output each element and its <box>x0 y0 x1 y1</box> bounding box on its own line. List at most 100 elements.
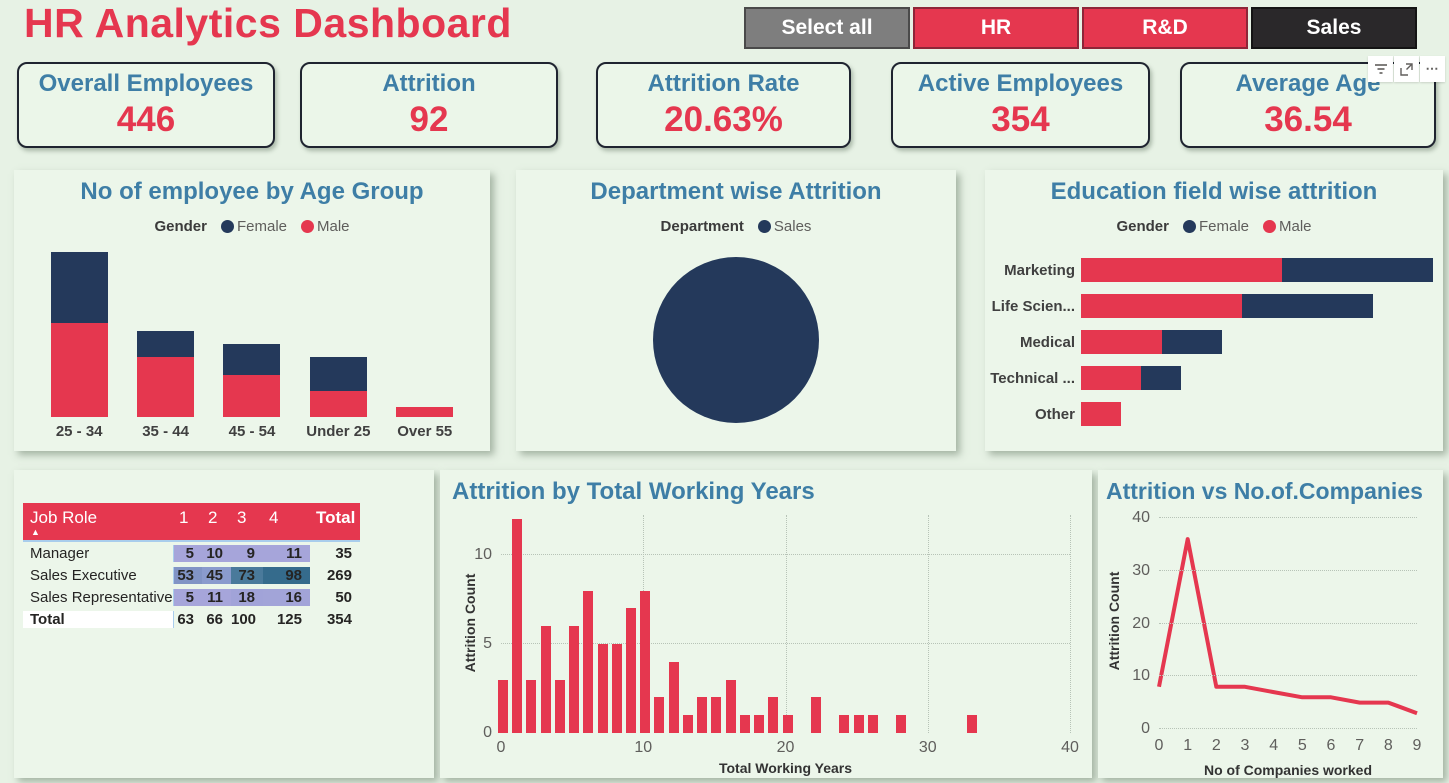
attrition-bar-x17[interactable] <box>739 715 750 733</box>
attrition-bar-x10[interactable] <box>640 590 651 733</box>
chart-title-working-years: Attrition by Total Working Years <box>452 478 815 505</box>
y-tick-label: 20 <box>1132 614 1150 632</box>
attrition-bar-x13[interactable] <box>682 715 693 733</box>
bar-segment-female[interactable] <box>137 331 195 357</box>
bar-segment-female[interactable] <box>1161 330 1222 354</box>
attrition-bar-x4[interactable] <box>554 679 565 733</box>
attrition-bar-x3[interactable] <box>540 626 551 733</box>
bar-segment-female[interactable] <box>223 343 281 375</box>
attrition-line[interactable] <box>1157 518 1418 729</box>
more-options-icon[interactable]: ⋯ <box>1420 56 1445 82</box>
bar-segment-male[interactable] <box>50 322 108 417</box>
legend-item-label: Sales <box>773 218 812 235</box>
bar-segment-female[interactable] <box>1282 258 1433 282</box>
attrition-bar-x0[interactable] <box>498 679 508 733</box>
kpi-card-attrition-rate: Attrition Rate 20.63% <box>596 62 851 148</box>
slicer-button-hr[interactable]: HR <box>913 7 1079 49</box>
attrition-bar-x5[interactable] <box>569 626 580 733</box>
slicer-button-sales[interactable]: Sales <box>1251 7 1417 49</box>
bar-segment-male[interactable] <box>223 374 281 417</box>
slicer-button-select-all[interactable]: Select all <box>744 7 910 49</box>
legend-dot <box>220 220 234 233</box>
y-axis-label: Attrition Count <box>462 573 478 673</box>
stacked-bar <box>1081 366 1182 390</box>
line-series[interactable] <box>1157 537 1418 716</box>
category-label: Under 25 <box>306 423 371 440</box>
bar-segment-male[interactable] <box>1081 366 1142 390</box>
bar-segment-male[interactable] <box>1081 330 1162 354</box>
kpi-value: 446 <box>116 100 176 139</box>
matrix-cell[interactable]: 11 <box>263 544 310 562</box>
legend-item-female[interactable]: Female <box>1182 218 1249 235</box>
slicer-button-rd[interactable]: R&D <box>1082 7 1248 49</box>
education-bar-row: Medical <box>987 330 1222 354</box>
bar-segment-male[interactable] <box>1081 402 1122 426</box>
matrix-cell[interactable]: 45 <box>202 566 231 584</box>
matrix-column-header[interactable]: 4 <box>269 508 279 527</box>
stacked-bar <box>396 407 454 417</box>
matrix-cell[interactable]: 98 <box>263 566 310 584</box>
matrix-cell[interactable]: 9 <box>231 544 263 562</box>
legend-item-male[interactable]: Male <box>1263 218 1312 235</box>
gridline <box>501 643 1070 644</box>
bar-segment-male[interactable] <box>1081 258 1283 282</box>
attrition-bar-x7[interactable] <box>597 644 608 733</box>
bar-segment-female[interactable] <box>309 357 367 392</box>
attrition-bar-x12[interactable] <box>668 661 679 733</box>
matrix-cell[interactable]: 10 <box>202 544 231 562</box>
attrition-bar-x24[interactable] <box>839 715 850 733</box>
chart-title-department-attrition: Department wise Attrition <box>590 178 882 205</box>
bar-segment-male[interactable] <box>396 407 454 417</box>
matrix-column-header[interactable]: 1 <box>179 508 189 527</box>
bar-segment-female[interactable] <box>50 252 108 323</box>
attrition-bar-x25[interactable] <box>853 715 864 733</box>
chart-title-age-group: No of employee by Age Group <box>80 178 424 205</box>
attrition-bar-x16[interactable] <box>725 679 736 733</box>
attrition-bar-x1[interactable] <box>512 519 523 733</box>
bar-segment-male[interactable] <box>309 391 367 417</box>
attrition-bar-x26[interactable] <box>867 715 878 733</box>
attrition-bar-x11[interactable] <box>654 697 665 733</box>
attrition-bar-x19[interactable] <box>768 697 779 733</box>
filter-icon[interactable] <box>1368 56 1393 82</box>
attrition-bar-x33[interactable] <box>967 715 978 733</box>
matrix-column-header[interactable]: Total <box>316 508 356 527</box>
matrix-cell[interactable]: 53 <box>173 566 202 584</box>
attrition-bar-x22[interactable] <box>810 697 821 733</box>
legend-item-male[interactable]: Male <box>301 218 350 235</box>
matrix-total-label: Total <box>23 610 173 628</box>
matrix-cell[interactable]: 5 <box>173 588 202 606</box>
attrition-bar-x15[interactable] <box>711 697 722 733</box>
matrix-row-label[interactable]: Sales Representative <box>30 588 173 606</box>
matrix-row-label[interactable]: Manager <box>30 544 90 562</box>
matrix-cell[interactable]: 18 <box>231 588 263 606</box>
matrix-cell[interactable]: 16 <box>263 588 310 606</box>
matrix-cell[interactable]: 5 <box>173 544 202 562</box>
attrition-bar-x18[interactable] <box>754 715 765 733</box>
bar-segment-male[interactable] <box>137 357 195 417</box>
matrix-row-label[interactable]: Sales Executive <box>30 566 137 584</box>
legend-item-sales[interactable]: Sales <box>757 218 812 235</box>
matrix-column-header[interactable]: Job Role ▲ <box>30 508 98 537</box>
attrition-bar-x20[interactable] <box>782 715 793 733</box>
stacked-bar <box>137 331 195 417</box>
bar-segment-female[interactable] <box>1141 366 1182 390</box>
matrix-cell[interactable]: 73 <box>231 566 263 584</box>
pie-slice-sales[interactable] <box>653 257 819 423</box>
focus-mode-icon[interactable] <box>1394 56 1419 82</box>
attrition-bar-x9[interactable] <box>626 608 637 733</box>
matrix-total-cell: 63 <box>173 610 202 628</box>
bar-segment-female[interactable] <box>1241 294 1373 318</box>
attrition-bar-x8[interactable] <box>611 644 622 733</box>
matrix-column-header[interactable]: 3 <box>237 508 247 527</box>
matrix-cell[interactable]: 11 <box>202 588 231 606</box>
attrition-bar-x14[interactable] <box>697 697 708 733</box>
matrix-column-header[interactable]: 2 <box>208 508 218 527</box>
kpi-title: Active Employees <box>917 70 1124 97</box>
attrition-bar-x2[interactable] <box>526 679 537 733</box>
attrition-bar-x6[interactable] <box>583 590 594 733</box>
category-label: Other <box>1034 405 1075 423</box>
attrition-bar-x28[interactable] <box>896 715 907 733</box>
bar-segment-male[interactable] <box>1081 294 1242 318</box>
legend-item-female[interactable]: Female <box>220 218 287 235</box>
